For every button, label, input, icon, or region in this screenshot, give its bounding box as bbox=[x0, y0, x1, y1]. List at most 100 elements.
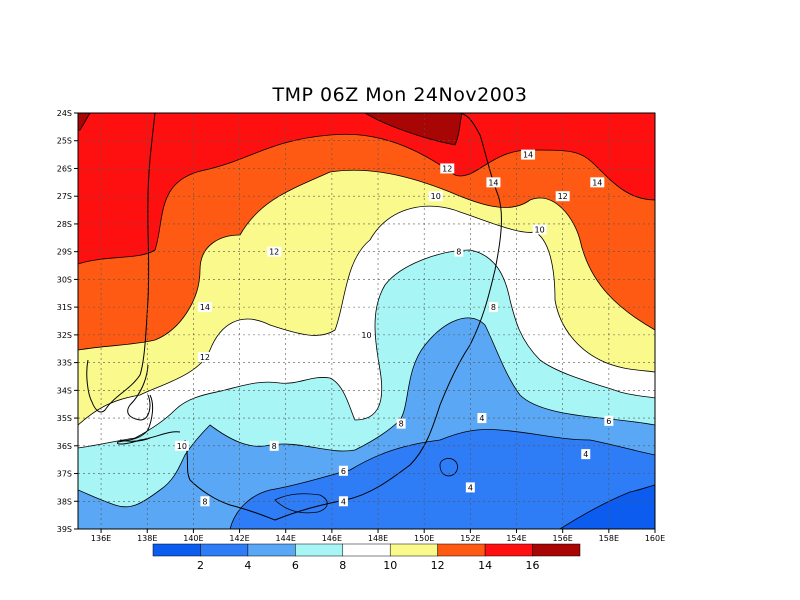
colorbar-label: 6 bbox=[292, 559, 299, 572]
lat-tick-label: 34S bbox=[57, 386, 72, 395]
contour-label-bg bbox=[359, 329, 374, 340]
contour-labels: 14 14 14 14 12 12 12 12 10 10 10 10 8 8 8 8 8 6 6 4 4 4 4 bbox=[174, 149, 614, 507]
plot-frame bbox=[77, 112, 656, 530]
contour-label: 14 bbox=[523, 151, 533, 160]
colorbar-label: 8 bbox=[339, 559, 346, 572]
colorbar-swatch bbox=[152, 543, 201, 557]
lat-tick-label: 35S bbox=[57, 414, 72, 423]
contour-label-bg bbox=[532, 224, 547, 235]
lon-tick-label: 158E bbox=[599, 534, 619, 543]
contour-label: 8 bbox=[456, 248, 461, 257]
colorbar-swatch bbox=[247, 543, 296, 557]
contour-label: 10 bbox=[177, 442, 187, 451]
contour-label: 6 bbox=[606, 417, 611, 426]
lat-lon-grid bbox=[78, 113, 655, 529]
contour-label-bg bbox=[338, 465, 348, 476]
contour-label: 14 bbox=[488, 178, 498, 187]
island-contour bbox=[439, 458, 458, 477]
colorbar-label: 10 bbox=[383, 559, 397, 572]
lat-tick-label: 37S bbox=[57, 470, 72, 479]
colorbar-label: 16 bbox=[526, 559, 540, 572]
contour-label-bg bbox=[555, 191, 570, 202]
colorbar-label: 4 bbox=[244, 559, 251, 572]
contour-label: 4 bbox=[341, 497, 346, 506]
lat-tick-label: 33S bbox=[57, 359, 72, 368]
colorbar-swatch bbox=[342, 543, 391, 557]
lon-tick-label: 142E bbox=[229, 534, 249, 543]
colorbar: 2 4 6 8 10 12 14 16 bbox=[152, 543, 581, 572]
contour-label-bg bbox=[465, 482, 475, 493]
band-above-16 bbox=[364, 113, 463, 146]
contour-label-bg bbox=[488, 302, 498, 313]
contour-label: 12 bbox=[558, 192, 568, 201]
lon-tick-label: 138E bbox=[137, 534, 157, 543]
contour-label-bg bbox=[521, 149, 536, 160]
lon-tick-label: 148E bbox=[368, 534, 388, 543]
contour-label-bg bbox=[396, 418, 406, 429]
colorbar-swatch bbox=[484, 543, 533, 557]
map-title: TMP 06Z Mon 24Nov2003 bbox=[272, 84, 528, 106]
lon-tick-label: 160E bbox=[645, 534, 665, 543]
contour-label-bg bbox=[440, 163, 455, 174]
lat-tick-label: 27S bbox=[57, 192, 72, 201]
lat-tick-label: 26S bbox=[57, 164, 72, 173]
lat-tick-label: 28S bbox=[57, 220, 72, 229]
colorbar-label: 2 bbox=[197, 559, 204, 572]
contour-label-bg bbox=[477, 413, 487, 424]
contour-label-bg bbox=[428, 191, 443, 202]
contour-label-bg bbox=[269, 440, 279, 451]
colorbar-swatch bbox=[532, 543, 581, 557]
lat-tick-label: 24S bbox=[57, 109, 72, 118]
contour-label: 12 bbox=[269, 248, 279, 257]
contour-label: 4 bbox=[479, 414, 484, 423]
lon-tick-label: 152E bbox=[460, 534, 480, 543]
contour-label: 10 bbox=[431, 192, 441, 201]
contour-label: 12 bbox=[442, 164, 452, 173]
contour-label-bg bbox=[200, 496, 210, 507]
lat-tick-label: 38S bbox=[57, 497, 72, 506]
contour-label-bg bbox=[486, 177, 501, 188]
colorbar-label: 12 bbox=[431, 559, 445, 572]
contour-label-bg bbox=[454, 246, 464, 257]
contour-label: 6 bbox=[341, 467, 346, 476]
contour-label-bg bbox=[197, 302, 212, 313]
contour-label: 10 bbox=[361, 331, 371, 340]
lat-tick-label: 36S bbox=[57, 442, 72, 451]
contour-label: 4 bbox=[583, 450, 588, 459]
lat-tick-label: 25S bbox=[57, 137, 72, 146]
contour-label: 14 bbox=[200, 303, 210, 312]
contour-label: 8 bbox=[202, 497, 207, 506]
lon-tick-label: 140E bbox=[183, 534, 203, 543]
lat-tick-label: 39S bbox=[57, 525, 72, 534]
colorbar-swatch bbox=[437, 543, 486, 557]
colorbar-swatch bbox=[200, 543, 249, 557]
lon-tick-label: 144E bbox=[276, 534, 296, 543]
lon-tick-label: 146E bbox=[322, 534, 342, 543]
contour-label-bg bbox=[174, 440, 189, 451]
contour-label-bg bbox=[604, 415, 614, 426]
colorbar-swatch bbox=[389, 543, 438, 557]
colorbar-swatch bbox=[295, 543, 344, 557]
colorbar-label: 14 bbox=[478, 559, 492, 572]
lon-tick-label: 156E bbox=[553, 534, 573, 543]
contour-label: 14 bbox=[592, 178, 602, 187]
lon-tick-label: 150E bbox=[414, 534, 434, 543]
lat-tick-label: 29S bbox=[57, 248, 72, 257]
contour-label: 4 bbox=[468, 483, 473, 492]
contour-label: 8 bbox=[399, 420, 404, 429]
contour-label: 8 bbox=[491, 303, 496, 312]
lon-tick-label: 154E bbox=[506, 534, 526, 543]
contour-label: 10 bbox=[535, 225, 545, 234]
temperature-field bbox=[78, 113, 655, 529]
lat-tick-label: 30S bbox=[57, 275, 72, 284]
contour-label: 12 bbox=[200, 353, 210, 362]
longitude-axis: 136E 138E 140E 142E 144E 146E 148E 150E 152E 154E… bbox=[91, 529, 665, 543]
contour-label-bg bbox=[581, 449, 591, 460]
lon-tick-label: 136E bbox=[91, 534, 111, 543]
contour-label: 8 bbox=[272, 442, 277, 451]
contour-label-bg bbox=[197, 352, 212, 363]
lat-tick-label: 31S bbox=[57, 303, 72, 312]
band-2-4 bbox=[78, 429, 655, 529]
latitude-axis: 24S 25S 26S 27S 28S 29S 30S 31S 32S 33S 34S 35S 36S 3… bbox=[57, 109, 78, 534]
